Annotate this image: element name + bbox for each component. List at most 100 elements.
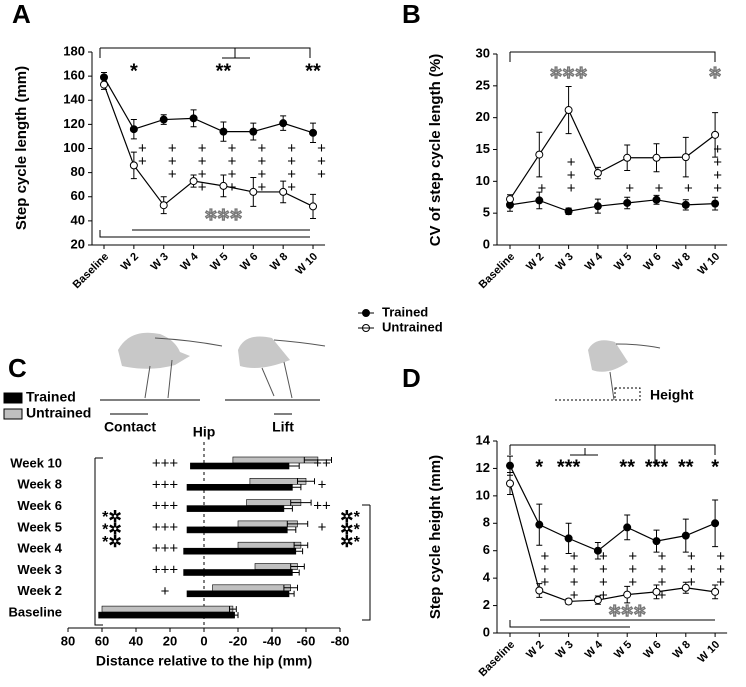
significance-star: ** [305, 60, 321, 82]
range-bar [183, 569, 293, 576]
hollow-star: ✲ [709, 65, 722, 82]
data-point [100, 80, 108, 89]
data-point [652, 153, 661, 162]
brackets [94, 47, 716, 628]
data-point [623, 523, 632, 532]
significance-star: ** [619, 456, 635, 478]
y-tick-label: 0 [483, 236, 490, 251]
error-bar [297, 478, 315, 485]
significance-star: * [535, 456, 543, 478]
plus-marker: ++++ [566, 548, 583, 600]
x-tick-label: W 8 [268, 251, 290, 273]
plus-marker: +++ [152, 561, 179, 578]
data-point [535, 586, 544, 595]
plus-marker: ++++ [223, 140, 240, 192]
plus-marker: +++ [152, 540, 179, 557]
plus-marker: +++ [712, 548, 729, 587]
x-tick-label: -20 [229, 633, 248, 648]
error-bar [283, 484, 302, 491]
y-tick-label: Week 6 [17, 498, 62, 513]
plus-marker: +++ [313, 140, 330, 179]
y-tick-label: Week 5 [17, 519, 62, 534]
data-point [506, 461, 514, 470]
y-tick-label: 0 [483, 624, 490, 639]
error-bar [286, 520, 309, 527]
legend-label: Trained [26, 389, 76, 405]
y-tick-label: 14 [476, 432, 491, 447]
y-tick-label: 160 [63, 68, 85, 83]
data-point [652, 195, 661, 204]
x-tick-label: W 5 [612, 251, 634, 273]
x-tick-label: Baseline [477, 251, 517, 291]
x-tick-label: 40 [129, 633, 143, 648]
significance-star: *** [557, 456, 581, 478]
error-bar [303, 457, 332, 463]
hollow-star: ✲✲✲ [550, 65, 588, 82]
plus-marker: ++ [134, 140, 151, 166]
x-axis-label: Distance relative to the hip (mm) [96, 653, 312, 669]
data-point [249, 187, 258, 196]
y-tick-label: 4 [483, 570, 491, 585]
plus-marker: +++ [152, 476, 179, 493]
data-point [309, 202, 318, 211]
significance-star: * [711, 456, 719, 478]
significance-star: * [130, 60, 138, 82]
data-point [249, 127, 258, 136]
data-point [623, 153, 632, 162]
x-tick-label: W 6 [238, 251, 260, 273]
error-bar [283, 584, 298, 591]
plus-marker: + [533, 180, 550, 193]
data-point [623, 590, 632, 599]
plus-marker: +++ [152, 455, 179, 472]
y-tick-label: 6 [483, 542, 490, 557]
data-point [535, 520, 544, 529]
y-tick-label: 12 [476, 460, 490, 475]
x-tick-label: Baseline [71, 251, 111, 291]
data-point [219, 127, 228, 136]
significance-star: ✲* [340, 534, 360, 551]
data-point [279, 187, 288, 196]
plus-marker: +++ [536, 548, 553, 587]
y-tick-label: 100 [63, 140, 85, 155]
legend-label: Trained [382, 304, 428, 319]
data-point [564, 534, 573, 543]
y-tick-label: 120 [63, 116, 85, 131]
x-tick-label: W 4 [583, 250, 606, 273]
hollow-star: ✲✲✲ [205, 207, 243, 224]
x-tick-label: W 8 [671, 251, 693, 273]
y-tick-label: Week 3 [17, 562, 62, 577]
error-bar [278, 463, 300, 469]
x-tick-label: W 4 [178, 250, 201, 273]
y-tick-label: 20 [476, 109, 490, 124]
data-point [189, 114, 198, 123]
data-point [189, 177, 198, 186]
data-point [652, 587, 661, 596]
y-tick-label: 80 [71, 164, 85, 179]
plus-marker: ++++ [595, 548, 612, 600]
data-point [159, 201, 168, 210]
lift-label: Lift [272, 419, 294, 435]
y-tick-label: 15 [476, 141, 490, 156]
x-tick-label: W 10 [294, 251, 321, 278]
error-bar [230, 612, 239, 619]
data-point [535, 150, 544, 159]
data-point [593, 202, 602, 211]
data-point [309, 128, 318, 137]
y-tick-label: 180 [63, 43, 85, 58]
significance-star: ✲* [340, 509, 360, 526]
legend-label: Untrained [382, 319, 443, 334]
data-point [564, 207, 573, 216]
series-line [103, 84, 314, 207]
y-tick-label: Week 8 [17, 477, 62, 492]
data-point [623, 198, 632, 207]
data-point [219, 181, 228, 190]
plus-marker: +++ [624, 548, 641, 587]
error-bar [283, 590, 295, 597]
rat-drawings [100, 332, 661, 415]
error-bar [290, 563, 305, 570]
data-point [506, 195, 514, 204]
significance-star: ** [216, 60, 232, 82]
y-tick-label: 5 [483, 205, 490, 220]
y-tick-label: 40 [71, 212, 85, 227]
y-tick-label: Baseline [9, 605, 62, 620]
